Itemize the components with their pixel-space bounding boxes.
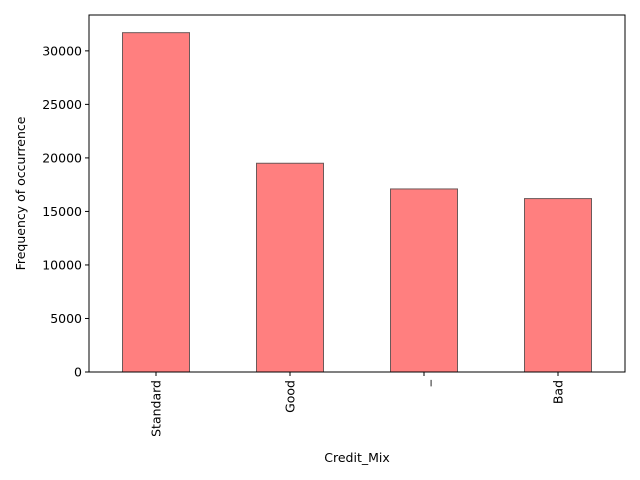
- x-tick-label: Good: [283, 380, 298, 413]
- x-axis-label: Credit_Mix: [324, 450, 390, 465]
- y-tick-label: 20000: [42, 150, 82, 165]
- x-tick-label: Bad: [551, 380, 566, 404]
- y-tick-label: 30000: [42, 43, 82, 58]
- x-axis-ticks: Standard Good _ Bad: [149, 372, 566, 437]
- bar-1: [256, 162, 324, 373]
- y-tick-label: 5000: [50, 311, 82, 326]
- y-tick-label: 25000: [42, 97, 82, 112]
- bar-2: [390, 188, 458, 373]
- bars-group: [122, 32, 592, 373]
- x-tick-label: _: [417, 379, 432, 387]
- y-axis-label: Frequency of occurrence: [13, 116, 28, 270]
- y-tick-label: 10000: [42, 257, 82, 272]
- bar-3: [524, 198, 592, 373]
- y-tick-label: 0: [74, 365, 82, 380]
- y-axis-ticks: 0 5000 10000 15000 20000 25000 30000: [42, 43, 89, 380]
- x-tick-label: Standard: [149, 380, 164, 437]
- y-tick-label: 15000: [42, 204, 82, 219]
- bar-0: [122, 32, 190, 373]
- plot-frame: [88, 14, 626, 373]
